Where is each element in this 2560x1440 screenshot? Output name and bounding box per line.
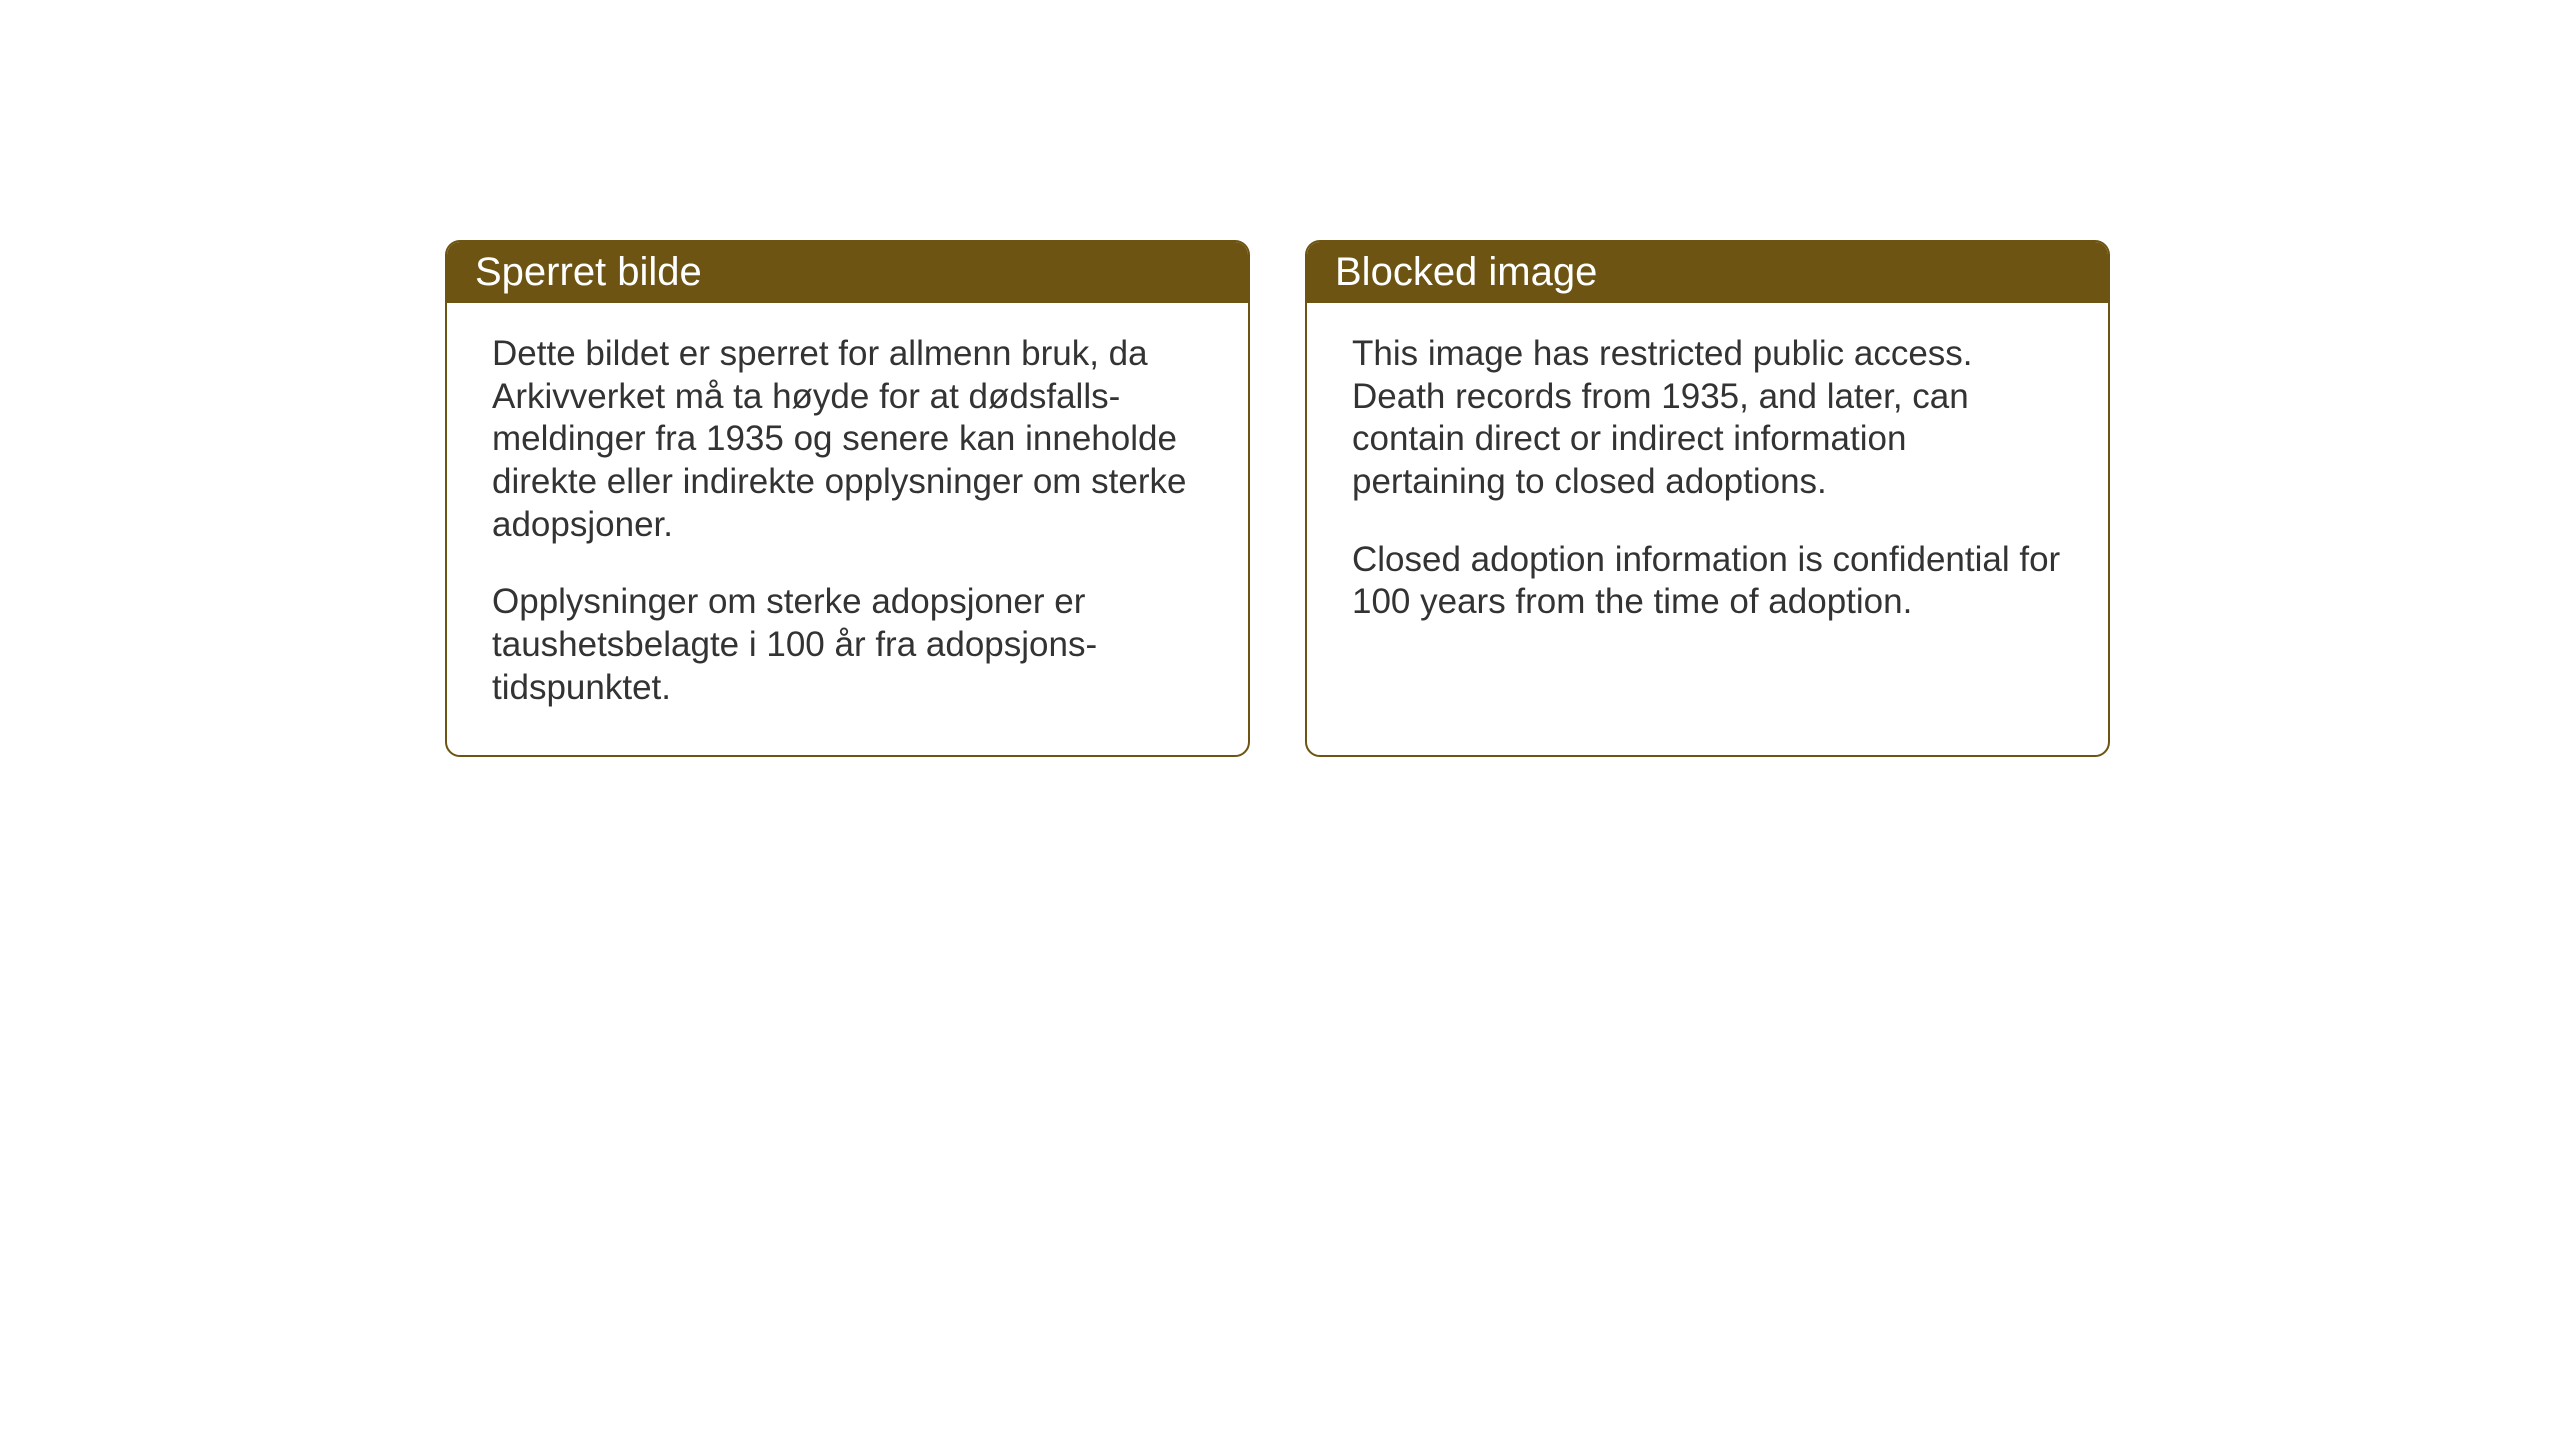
norwegian-card-body: Dette bildet er sperret for allmenn bruk… bbox=[447, 303, 1248, 755]
english-card-title: Blocked image bbox=[1307, 242, 2108, 303]
english-paragraph-2: Closed adoption information is confident… bbox=[1352, 539, 2063, 624]
cards-container: Sperret bilde Dette bildet er sperret fo… bbox=[445, 240, 2110, 757]
norwegian-paragraph-1: Dette bildet er sperret for allmenn bruk… bbox=[492, 333, 1203, 546]
english-card-body: This image has restricted public access.… bbox=[1307, 303, 2108, 669]
norwegian-card-title: Sperret bilde bbox=[447, 242, 1248, 303]
norwegian-card: Sperret bilde Dette bildet er sperret fo… bbox=[445, 240, 1250, 757]
norwegian-paragraph-2: Opplysninger om sterke adopsjoner er tau… bbox=[492, 581, 1203, 709]
english-card: Blocked image This image has restricted … bbox=[1305, 240, 2110, 757]
english-paragraph-1: This image has restricted public access.… bbox=[1352, 333, 2063, 504]
